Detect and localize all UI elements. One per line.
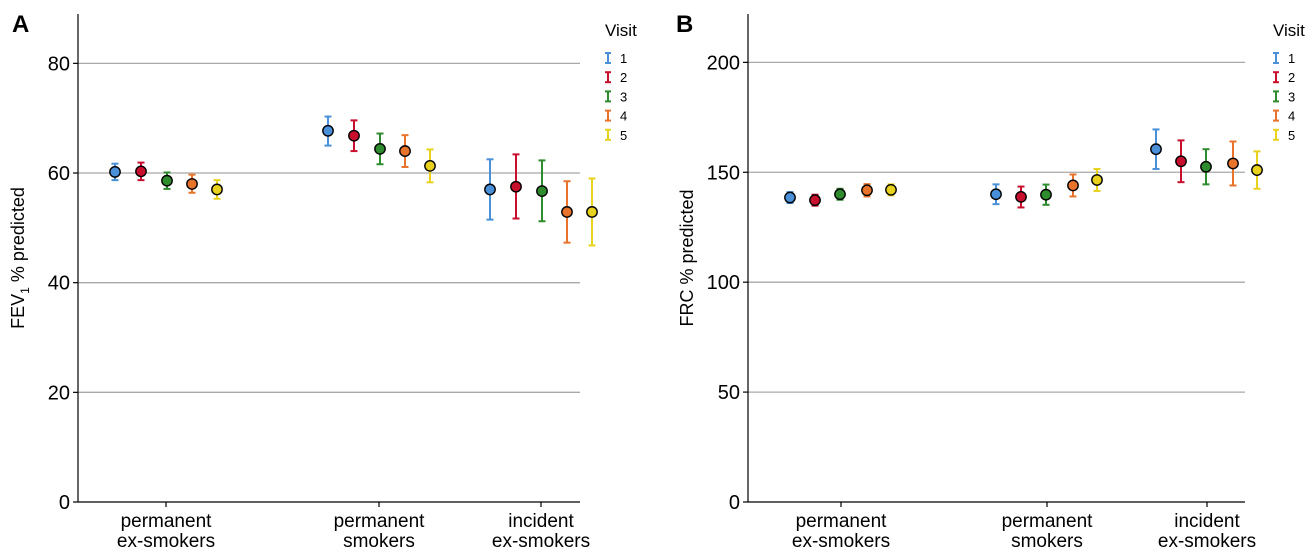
y-tick-label: 0 <box>729 492 740 514</box>
data-point <box>510 180 522 193</box>
data-point <box>211 183 223 196</box>
legend-item-label: 1 <box>620 51 627 66</box>
legend-item-label: 5 <box>1288 128 1295 143</box>
data-point <box>561 206 573 218</box>
legend-item-label: 5 <box>620 128 627 143</box>
data-point <box>1015 190 1027 203</box>
x-tick-label: ex-smokers <box>792 531 890 548</box>
y-tick-label: 100 <box>707 272 740 294</box>
x-tick-label: incident <box>508 511 574 532</box>
x-tick-label: permanent <box>334 511 426 532</box>
y-tick-label: 80 <box>48 53 70 75</box>
data-point <box>374 142 386 155</box>
y-tick-label: 20 <box>48 382 70 404</box>
x-tick-label: permanent <box>796 511 888 532</box>
legend-item-label: 3 <box>1288 89 1295 104</box>
panel-label: B <box>676 11 693 38</box>
data-point <box>1150 143 1162 156</box>
data-point <box>1067 179 1079 192</box>
legend-title: Visit <box>605 21 637 40</box>
x-tick-label: incident <box>1174 511 1240 532</box>
data-point <box>586 206 598 218</box>
x-tick-label: permanent <box>1002 511 1094 532</box>
x-tick-label: smokers <box>343 531 415 548</box>
x-tick-label: smokers <box>1011 531 1083 548</box>
data-point <box>348 129 360 142</box>
y-axis-label: FRC % predicted <box>677 189 697 326</box>
data-point <box>536 185 548 198</box>
y-tick-label: 50 <box>718 382 740 404</box>
legend-item-label: 4 <box>620 109 627 124</box>
legend-item-label: 1 <box>1288 51 1295 66</box>
data-point <box>161 174 173 187</box>
data-point <box>135 165 147 178</box>
data-point <box>885 183 897 196</box>
y-tick-label: 150 <box>707 162 740 184</box>
legend-item-label: 2 <box>620 70 627 85</box>
data-point <box>322 124 334 137</box>
data-point <box>424 159 436 172</box>
data-point <box>186 178 198 190</box>
x-tick-label: ex-smokers <box>492 531 590 548</box>
data-point <box>990 188 1002 201</box>
data-point <box>861 184 873 197</box>
data-point <box>1091 174 1103 186</box>
panel-label: A <box>12 11 29 38</box>
data-point <box>399 145 411 157</box>
data-point <box>1200 160 1212 173</box>
legend-item-label: 2 <box>1288 70 1295 85</box>
y-axis-label: FEV1 % predicted <box>8 187 32 329</box>
x-tick-label: ex-smokers <box>1158 531 1256 548</box>
data-point <box>784 191 796 204</box>
x-tick-label: permanent <box>121 511 213 532</box>
data-point <box>1227 157 1239 170</box>
data-point <box>809 194 821 207</box>
legend-item-label: 4 <box>1288 109 1295 124</box>
x-tick-label: ex-smokers <box>117 531 215 548</box>
legend-title: Visit <box>1273 21 1305 40</box>
data-point <box>1175 155 1187 168</box>
legend-item-label: 3 <box>620 89 627 104</box>
y-tick-label: 200 <box>707 52 740 74</box>
y-tick-label: 60 <box>48 163 70 185</box>
data-point <box>1040 188 1052 201</box>
data-point <box>484 183 496 196</box>
data-point <box>834 188 846 201</box>
y-tick-label: 40 <box>48 273 70 295</box>
data-point <box>1251 164 1263 176</box>
data-point <box>109 166 121 178</box>
y-tick-label: 0 <box>59 492 70 514</box>
